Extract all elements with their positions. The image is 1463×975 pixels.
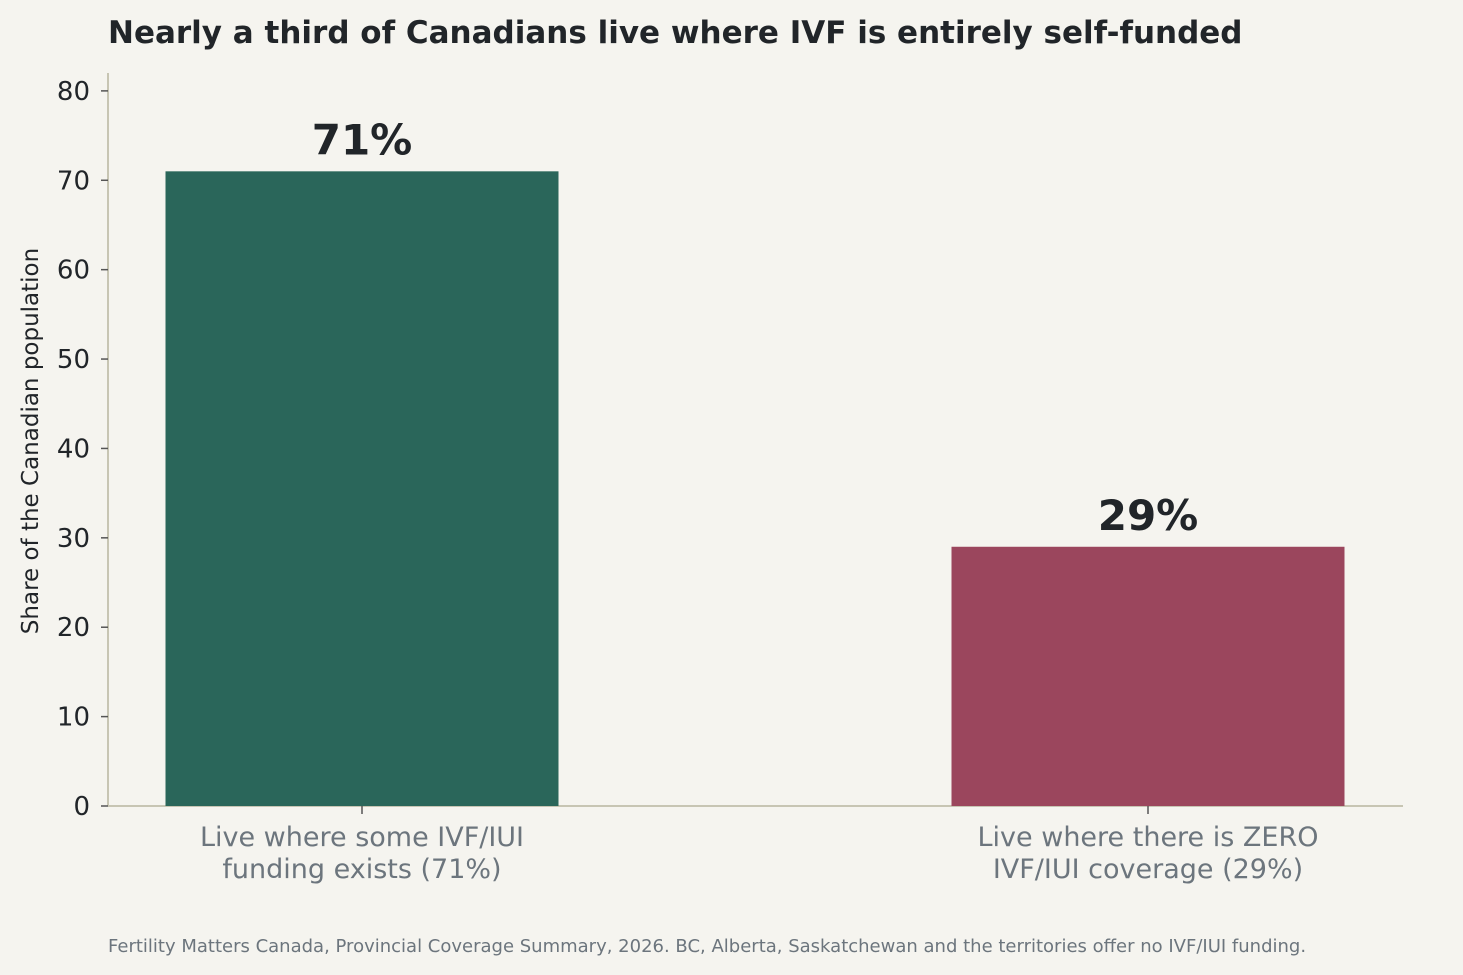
bar (951, 546, 1345, 806)
x-tick-label: IVF/IUI coverage (29%) (993, 854, 1303, 885)
y-tick-label: 40 (57, 434, 90, 464)
x-tick-label: Live where some IVF/IUI (200, 822, 524, 853)
bar-data-label: 71% (312, 115, 413, 164)
y-tick-label: 20 (57, 613, 90, 643)
y-tick-label: 10 (57, 703, 90, 733)
y-tick-label: 80 (57, 77, 90, 107)
x-tick-label: funding exists (71%) (222, 854, 501, 885)
x-tick-label: Live where there is ZERO (978, 822, 1319, 853)
y-tick-label: 60 (57, 256, 90, 286)
y-tick-label: 70 (57, 166, 90, 196)
y-tick-label: 0 (73, 792, 90, 822)
chart-title: Nearly a third of Canadians live where I… (108, 15, 1242, 51)
y-axis-label: Share of the Canadian population (18, 248, 44, 634)
bar-data-label: 29% (1098, 491, 1199, 540)
y-tick-label: 50 (57, 345, 90, 375)
bar (165, 171, 559, 806)
source-note: Fertility Matters Canada, Provincial Cov… (108, 936, 1306, 957)
y-tick-label: 30 (57, 524, 90, 554)
plot-area: 0 10 20 30 40 50 60 70 80 71% Live where some IVF/… (57, 73, 1403, 885)
